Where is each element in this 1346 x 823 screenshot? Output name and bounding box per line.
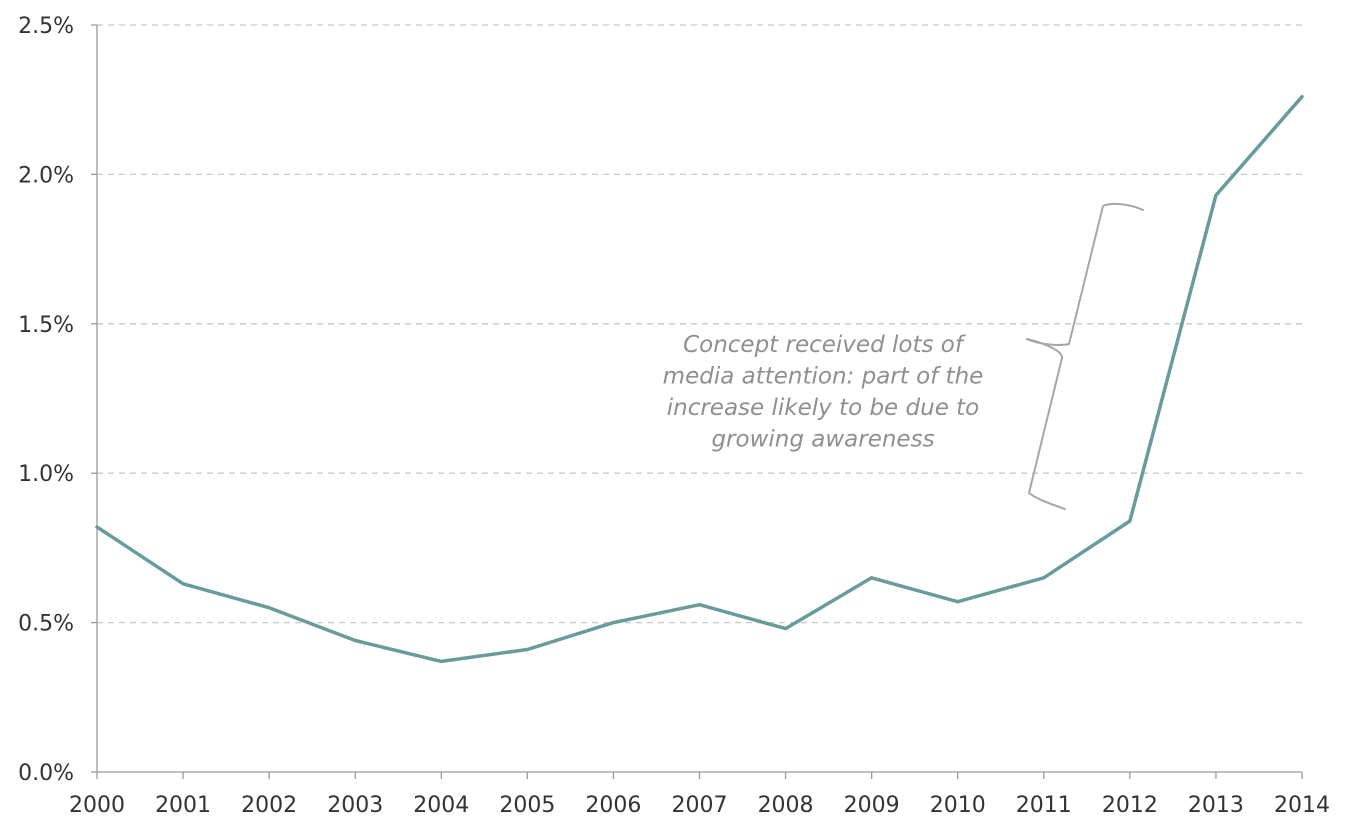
y-tick-label: 1.5% bbox=[18, 313, 74, 338]
y-tick-label: 0.0% bbox=[18, 761, 74, 786]
annotation-brace-lower bbox=[1027, 339, 1065, 509]
x-tick-label: 2010 bbox=[930, 793, 986, 818]
gridlines bbox=[97, 25, 1302, 623]
x-tick-label: 2014 bbox=[1274, 793, 1330, 818]
y-tick-label: 2.0% bbox=[18, 163, 74, 188]
x-tick-label: 2007 bbox=[672, 793, 728, 818]
annotation-text: Concept received lots of media attention:… bbox=[663, 332, 984, 453]
annotation-line: media attention: part of the bbox=[663, 364, 984, 390]
y-axis-tick-labels: 0.0% 0.5% 1.0% 1.5% 2.0% 2.5% bbox=[18, 14, 74, 786]
annotation-line: growing awareness bbox=[711, 427, 934, 453]
x-tick-label: 2005 bbox=[499, 793, 555, 818]
annotation-line: Concept received lots of bbox=[683, 332, 966, 358]
x-axis-tick-labels: 2000 2001 2002 2003 2004 2005 2006 2007 2008 2009… bbox=[69, 793, 1330, 818]
annotation: Concept received lots of media attention:… bbox=[663, 204, 1143, 509]
x-tick-label: 2013 bbox=[1188, 793, 1244, 818]
x-tick-label: 2004 bbox=[413, 793, 469, 818]
x-tick-label: 2002 bbox=[241, 793, 297, 818]
x-tick-label: 2012 bbox=[1102, 793, 1158, 818]
x-tick-label: 2003 bbox=[327, 793, 383, 818]
x-tick-label: 2011 bbox=[1016, 793, 1072, 818]
y-tick-label: 2.5% bbox=[18, 14, 74, 39]
y-tick-label: 0.5% bbox=[18, 612, 74, 637]
x-tick-label: 2008 bbox=[758, 793, 814, 818]
x-tick-label: 2006 bbox=[585, 793, 641, 818]
x-tick-label: 2001 bbox=[155, 793, 211, 818]
annotation-line: increase likely to be due to bbox=[667, 395, 980, 421]
x-tick-label: 2009 bbox=[844, 793, 900, 818]
x-tick-label: 2000 bbox=[69, 793, 125, 818]
y-tick-label: 1.0% bbox=[18, 462, 74, 487]
